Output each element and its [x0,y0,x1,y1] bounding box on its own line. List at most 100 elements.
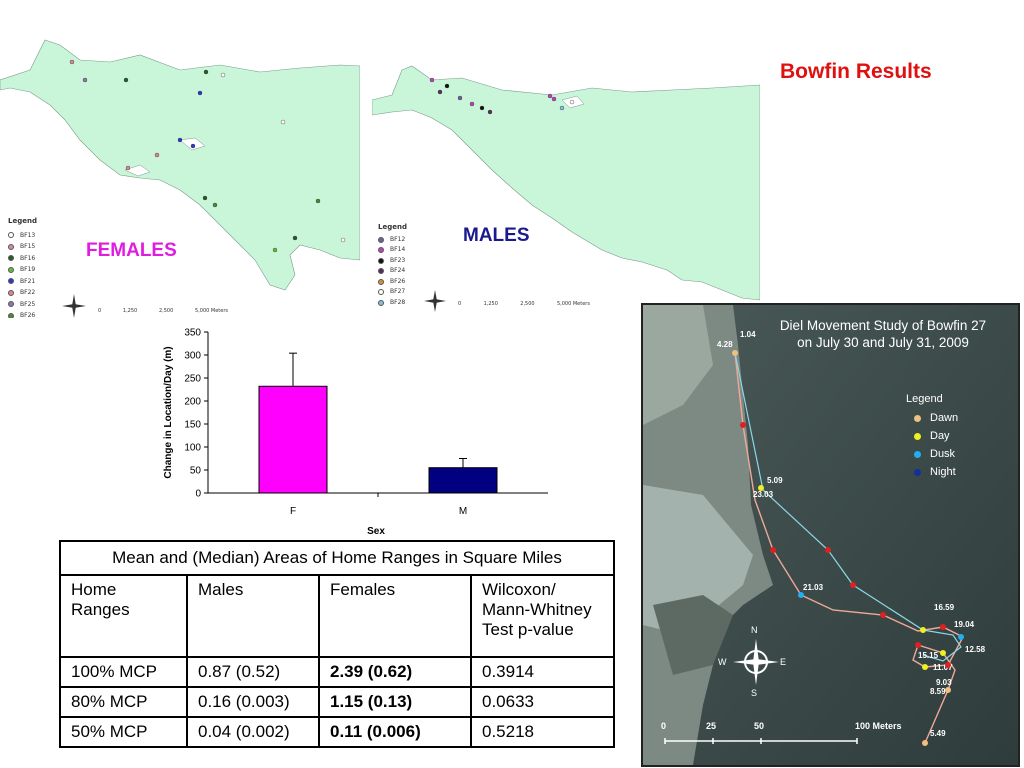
legend-marker-icon [378,247,384,254]
scale-label-0: 0 [661,721,667,731]
track-point-label: 21.03 [803,583,824,592]
legend-label: Dawn [930,412,959,424]
track-point-label: 4.28 [717,340,733,349]
cell-p-value: 0.5218 [470,716,615,748]
female-legend-title: Legend [8,217,37,225]
male-map: Legend BF12 BF14 BF23 BF24 BF26 BF27 BF28 0 1,2… [372,0,760,318]
compass-east: E [780,657,787,667]
photo-legend: Legend Dawn Day Dusk Night [906,393,958,481]
compass-rose-icon [721,627,791,697]
bar-F [258,385,328,494]
legend-label: BF22 [20,289,36,296]
photo-legend-item: Dawn [914,409,958,427]
legend-marker-icon [378,278,384,285]
compass-rose-icon [62,294,86,318]
slide-title: Bowfin Results [780,60,932,83]
cell-females: 1.15 (0.13) [318,686,472,718]
legend-label: BF26 [390,277,406,285]
y-tick-label: 50 [190,466,202,477]
track-point-label: 12.58 [965,645,986,654]
cell-males: 0.16 (0.003) [186,686,320,718]
photo-legend-item: Dusk [914,445,958,463]
legend-marker-icon [378,257,384,264]
compass-north: N [751,625,758,635]
track-point [945,662,951,668]
photo-legend-item: Day [914,427,958,445]
cell-range: 80% MCP [59,686,188,718]
cell-range: 100% MCP [59,656,188,688]
legend-marker-icon [378,236,384,243]
cell-females: 0.11 (0.006) [318,716,472,748]
track-point-label: 19.04 [954,620,975,629]
legend-label: Day [930,430,950,442]
legend-label: BF27 [390,288,406,295]
y-tick-label: 350 [184,328,201,339]
photo-legend-item: Night [914,463,958,481]
header-p-value: Wilcoxon/ Mann-Whitney Test p-value [470,574,615,658]
y-tick-label: 200 [184,397,201,408]
track-point [732,350,738,356]
legend-marker-icon [8,243,14,250]
male-legend-item: BF23 [378,256,407,267]
legend-label: BF21 [20,277,36,285]
female-legend-item: BF25 [8,299,37,311]
track-point [880,612,886,618]
legend-marker-icon [8,289,14,296]
legend-label: BF16 [20,254,36,262]
male-legend-item: BF28 [378,298,407,309]
female-legend-item: BF21 [8,276,37,288]
female-map-points [69,59,346,253]
track-point [920,627,926,633]
cell-p-value: 0.0633 [470,686,615,718]
female-legend-item: BF15 [8,241,37,253]
track-point [922,664,928,670]
scale-label-25: 25 [706,721,717,731]
legend-label: Dusk [930,448,956,460]
legend-marker-icon [8,232,14,239]
table-row: 100% MCP 0.87 (0.52) 2.39 (0.62) 0.3914 [59,656,615,688]
x-tick-label: F [290,506,296,517]
diel-movement-photo: Diel Movement Study of Bowfin 27 on July… [641,303,1020,767]
female-map-land [0,39,360,291]
male-legend-item: BF12 [378,235,407,246]
photo-legend-title: Legend [906,393,943,405]
male-map-legend: Legend BF12 BF14 BF23 BF24 BF26 BF27 BF28 [378,222,407,308]
legend-marker-icon [914,450,921,458]
track-point-label: 5.09 [767,476,783,485]
cell-range: 50% MCP [59,716,188,748]
header-males: Males [186,574,320,658]
female-legend-item: BF16 [8,253,37,265]
x-axis-label: Sex [367,526,385,537]
compass-rose-icon [424,290,446,317]
aerial-photo-background [643,305,1018,765]
y-axis-label: Change in Location/Day (m) [163,346,174,478]
legend-marker-icon [378,268,384,275]
track-point [758,485,764,491]
track-point-label: 23.03 [753,490,774,499]
track-point-label: 8.59 [930,687,946,696]
legend-label: BF13 [20,231,36,239]
track-point-label: 9.03 [936,678,952,687]
legend-label: BF14 [390,246,406,253]
female-map: Legend BF13 BF15 BF16 BF19 BF21 BF22 BF25 BF26 … [0,0,360,318]
y-tick-label: 0 [195,489,201,500]
legend-marker-icon [914,414,921,422]
legend-marker-icon [8,312,14,318]
legend-label: Night [930,466,956,478]
y-tick-label: 250 [184,374,201,385]
male-legend-item: BF27 [378,287,407,298]
photo-title: Diel Movement Study of Bowfin 27 on July… [779,318,987,350]
female-legend-item: BF13 [8,230,37,242]
track-point [825,547,831,553]
track-point-label: 15.15 [918,651,939,660]
track-point-label: 1.04 [740,330,756,339]
legend-label: BF12 [390,235,406,243]
track-point-label: 11.07 [933,663,953,672]
legend-label: BF24 [390,267,406,274]
male-legend-item: BF26 [378,277,407,288]
table-caption: Mean and (Median) Areas of Home Ranges i… [59,540,615,576]
legend-marker-icon [378,289,384,296]
legend-marker-icon [8,255,14,262]
legend-marker-icon [8,301,14,308]
legend-label: BF23 [390,256,406,264]
